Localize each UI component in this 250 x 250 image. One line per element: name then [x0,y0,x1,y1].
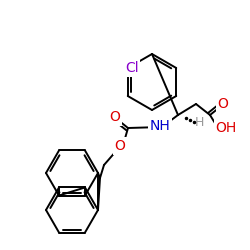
Text: O: O [114,139,126,153]
Text: NH: NH [150,119,171,133]
Text: Cl: Cl [125,61,139,75]
Text: H: H [194,116,204,130]
Text: O: O [110,110,120,124]
Text: O: O [218,97,228,111]
Text: OH: OH [216,121,236,135]
